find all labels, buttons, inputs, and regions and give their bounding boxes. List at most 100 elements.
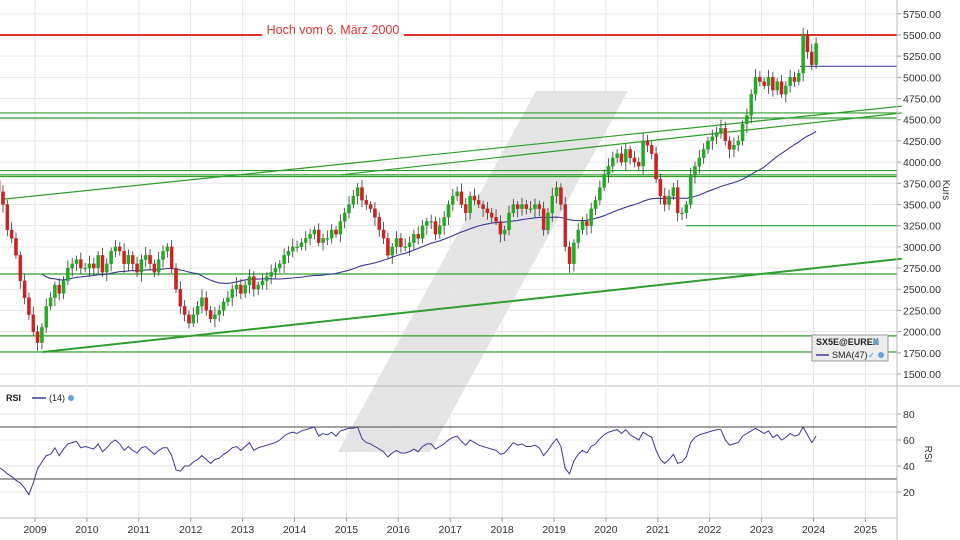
candle-body: [208, 310, 213, 320]
candle-body: [329, 229, 334, 239]
price-tick-label: 5750.00: [903, 9, 941, 21]
time-tick-label: 2018: [490, 524, 514, 536]
candle-body: [143, 255, 148, 260]
candle-body: [338, 221, 343, 235]
rsi-grid: [0, 388, 897, 518]
candle-body: [433, 221, 438, 235]
candle-body: [303, 238, 308, 243]
candle-body: [61, 280, 66, 294]
sma-check-icon[interactable]: ✓: [868, 351, 875, 360]
candle-body: [749, 94, 753, 116]
price-panel: 5750.00 5500.00 5250.00 5000.00 4750.00 4500.…: [0, 0, 951, 452]
candle-body: [719, 128, 723, 133]
candle-body: [766, 77, 771, 86]
candle-body: [44, 306, 48, 328]
candle-body: [53, 284, 57, 298]
price-axis-title: Kurs: [940, 180, 951, 201]
candle-body: [226, 297, 230, 303]
candle-body: [113, 246, 118, 252]
candle-body: [762, 81, 766, 86]
candle-body: [109, 250, 113, 264]
candle-body: [775, 81, 779, 91]
rsi-axis-ticks: 80 60 40 20: [897, 409, 915, 499]
price-tick-label: 2250.00: [903, 305, 941, 317]
candle-body: [520, 204, 524, 209]
time-tick-label: 2023: [750, 524, 774, 536]
rsi-legend-name: RSI: [6, 393, 21, 403]
candle-body: [269, 272, 273, 277]
candle-body: [606, 166, 611, 175]
sma-settings-icon[interactable]: [878, 352, 884, 358]
candle-body: [239, 284, 243, 294]
candle-body: [797, 72, 801, 82]
candle-body: [541, 208, 546, 231]
candle-body: [455, 191, 459, 197]
candle-body: [355, 187, 360, 197]
trendline: [341, 112, 902, 176]
candle-body: [169, 246, 174, 269]
candle-body: [546, 212, 550, 231]
annotation-text: Hoch vom 6. März 2000: [267, 23, 400, 37]
candle-body: [810, 51, 814, 65]
candle-body: [438, 225, 442, 235]
candle-body: [70, 263, 74, 269]
candle-body: [662, 195, 667, 205]
candle-body: [736, 140, 740, 146]
candle-body: [494, 217, 498, 222]
price-tick-label: 2750.00: [903, 263, 941, 275]
candle-body: [429, 221, 433, 223]
time-tick-label: 2022: [698, 524, 722, 536]
candle-body: [5, 204, 10, 231]
candle-body: [580, 221, 585, 231]
time-tick-label: 2014: [283, 524, 307, 536]
price-tick-label: 4250.00: [903, 136, 941, 148]
candle-body: [693, 166, 697, 175]
candle-body: [602, 174, 606, 188]
candle-body: [381, 229, 386, 239]
candle-body: [658, 178, 663, 197]
time-tick-label: 2011: [128, 524, 151, 536]
candle-body: [31, 314, 36, 332]
candle-body: [472, 195, 477, 201]
time-tick-label: 2020: [594, 524, 618, 536]
candle-body: [407, 242, 412, 248]
candle-body: [645, 140, 650, 146]
instrument-settings-icon[interactable]: [873, 339, 879, 345]
candle-body: [732, 144, 736, 150]
candle-body: [195, 306, 200, 315]
sma-line: [41, 131, 817, 284]
trendline: [42, 257, 902, 353]
candle-body: [498, 221, 503, 235]
time-tick-label: 2009: [23, 524, 47, 536]
time-tick-label: 2021: [646, 524, 670, 536]
candle-body: [814, 43, 818, 65]
candle-body: [459, 191, 464, 205]
candle-body: [515, 204, 520, 209]
candle-body: [442, 217, 446, 226]
candle-body: [373, 208, 377, 218]
candle-body: [1, 191, 5, 205]
price-tick-label: 4500.00: [903, 115, 941, 127]
candles: [0, 28, 818, 351]
candle-body: [325, 238, 330, 240]
candle-body: [217, 310, 221, 315]
candle-body: [563, 204, 567, 248]
candle-body: [204, 297, 209, 311]
time-tick-label: 2013: [231, 524, 255, 536]
candle-body: [632, 157, 637, 163]
legend-sma: SMA(47): [832, 350, 868, 360]
candle-body: [92, 263, 96, 269]
price-tick-label: 5250.00: [903, 51, 941, 63]
candle-body: [615, 153, 619, 159]
candle-body: [637, 161, 641, 167]
candle-body: [221, 301, 226, 311]
candle-body: [139, 259, 144, 273]
time-tick-label: 2015: [335, 524, 359, 536]
rsi-path: [0, 425, 817, 496]
candle-body: [35, 331, 40, 343]
candle-body: [507, 212, 511, 231]
candle-body: [118, 246, 122, 252]
rsi-settings-icon[interactable]: [68, 395, 74, 401]
candle-body: [779, 81, 784, 95]
